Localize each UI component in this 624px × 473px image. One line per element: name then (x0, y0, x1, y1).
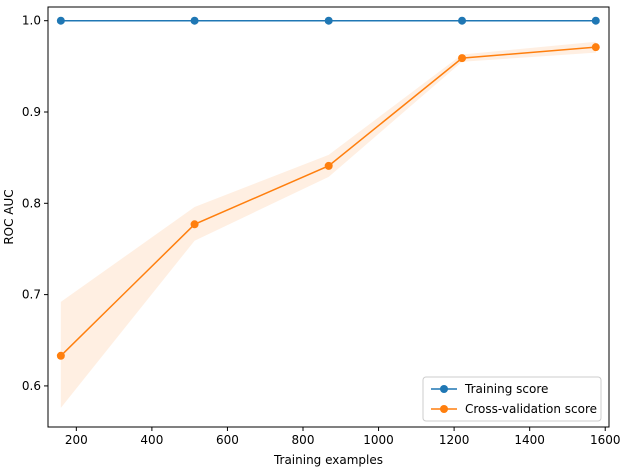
plot-area-frame (47, 6, 610, 428)
legend-label-0: Training score (464, 382, 548, 396)
y-axis-label: ROC AUC (2, 189, 16, 244)
confidence-bands (60, 41, 596, 408)
series-1-point (56, 351, 65, 360)
series-0-point (324, 16, 333, 25)
y-tick-label: 1.0 (22, 14, 41, 28)
legend-marker-1 (440, 405, 448, 413)
series-1-point (591, 43, 600, 52)
series-1-band (60, 41, 596, 408)
x-axis-ticks: 200 400 600 800 1000 1200 1400 1600 (65, 427, 621, 447)
legend: Training score Cross-validation score (422, 376, 602, 422)
series-1-line (60, 46, 596, 357)
series-1-point (190, 220, 199, 229)
y-tick-label: 0.6 (22, 379, 41, 393)
series-0-point (56, 16, 65, 25)
x-axis-label: Training examples (273, 453, 383, 467)
legend-label-1: Cross-validation score (465, 402, 597, 416)
y-tick-label: 0.8 (22, 196, 41, 210)
legend-box (422, 376, 602, 422)
x-tick-label: 400 (140, 433, 163, 447)
x-tick-label: 200 (65, 433, 88, 447)
series-0-point (190, 16, 199, 25)
series-1-point (458, 54, 467, 63)
series-0-point (458, 16, 467, 25)
y-tick-label: 0.9 (22, 105, 41, 119)
series-points (56, 16, 600, 360)
y-tick-label: 0.7 (22, 288, 41, 302)
x-tick-label: 1400 (514, 433, 545, 447)
x-tick-label: 600 (216, 433, 239, 447)
legend-marker-0 (440, 385, 448, 393)
series-0-point (591, 16, 600, 25)
x-tick-label: 1000 (363, 433, 394, 447)
x-tick-label: 800 (292, 433, 315, 447)
series-1-point (324, 161, 333, 170)
y-axis-ticks: 0.6 0.7 0.8 0.9 1.0 (22, 14, 48, 393)
x-tick-label: 1600 (590, 433, 621, 447)
x-tick-label: 1200 (439, 433, 470, 447)
